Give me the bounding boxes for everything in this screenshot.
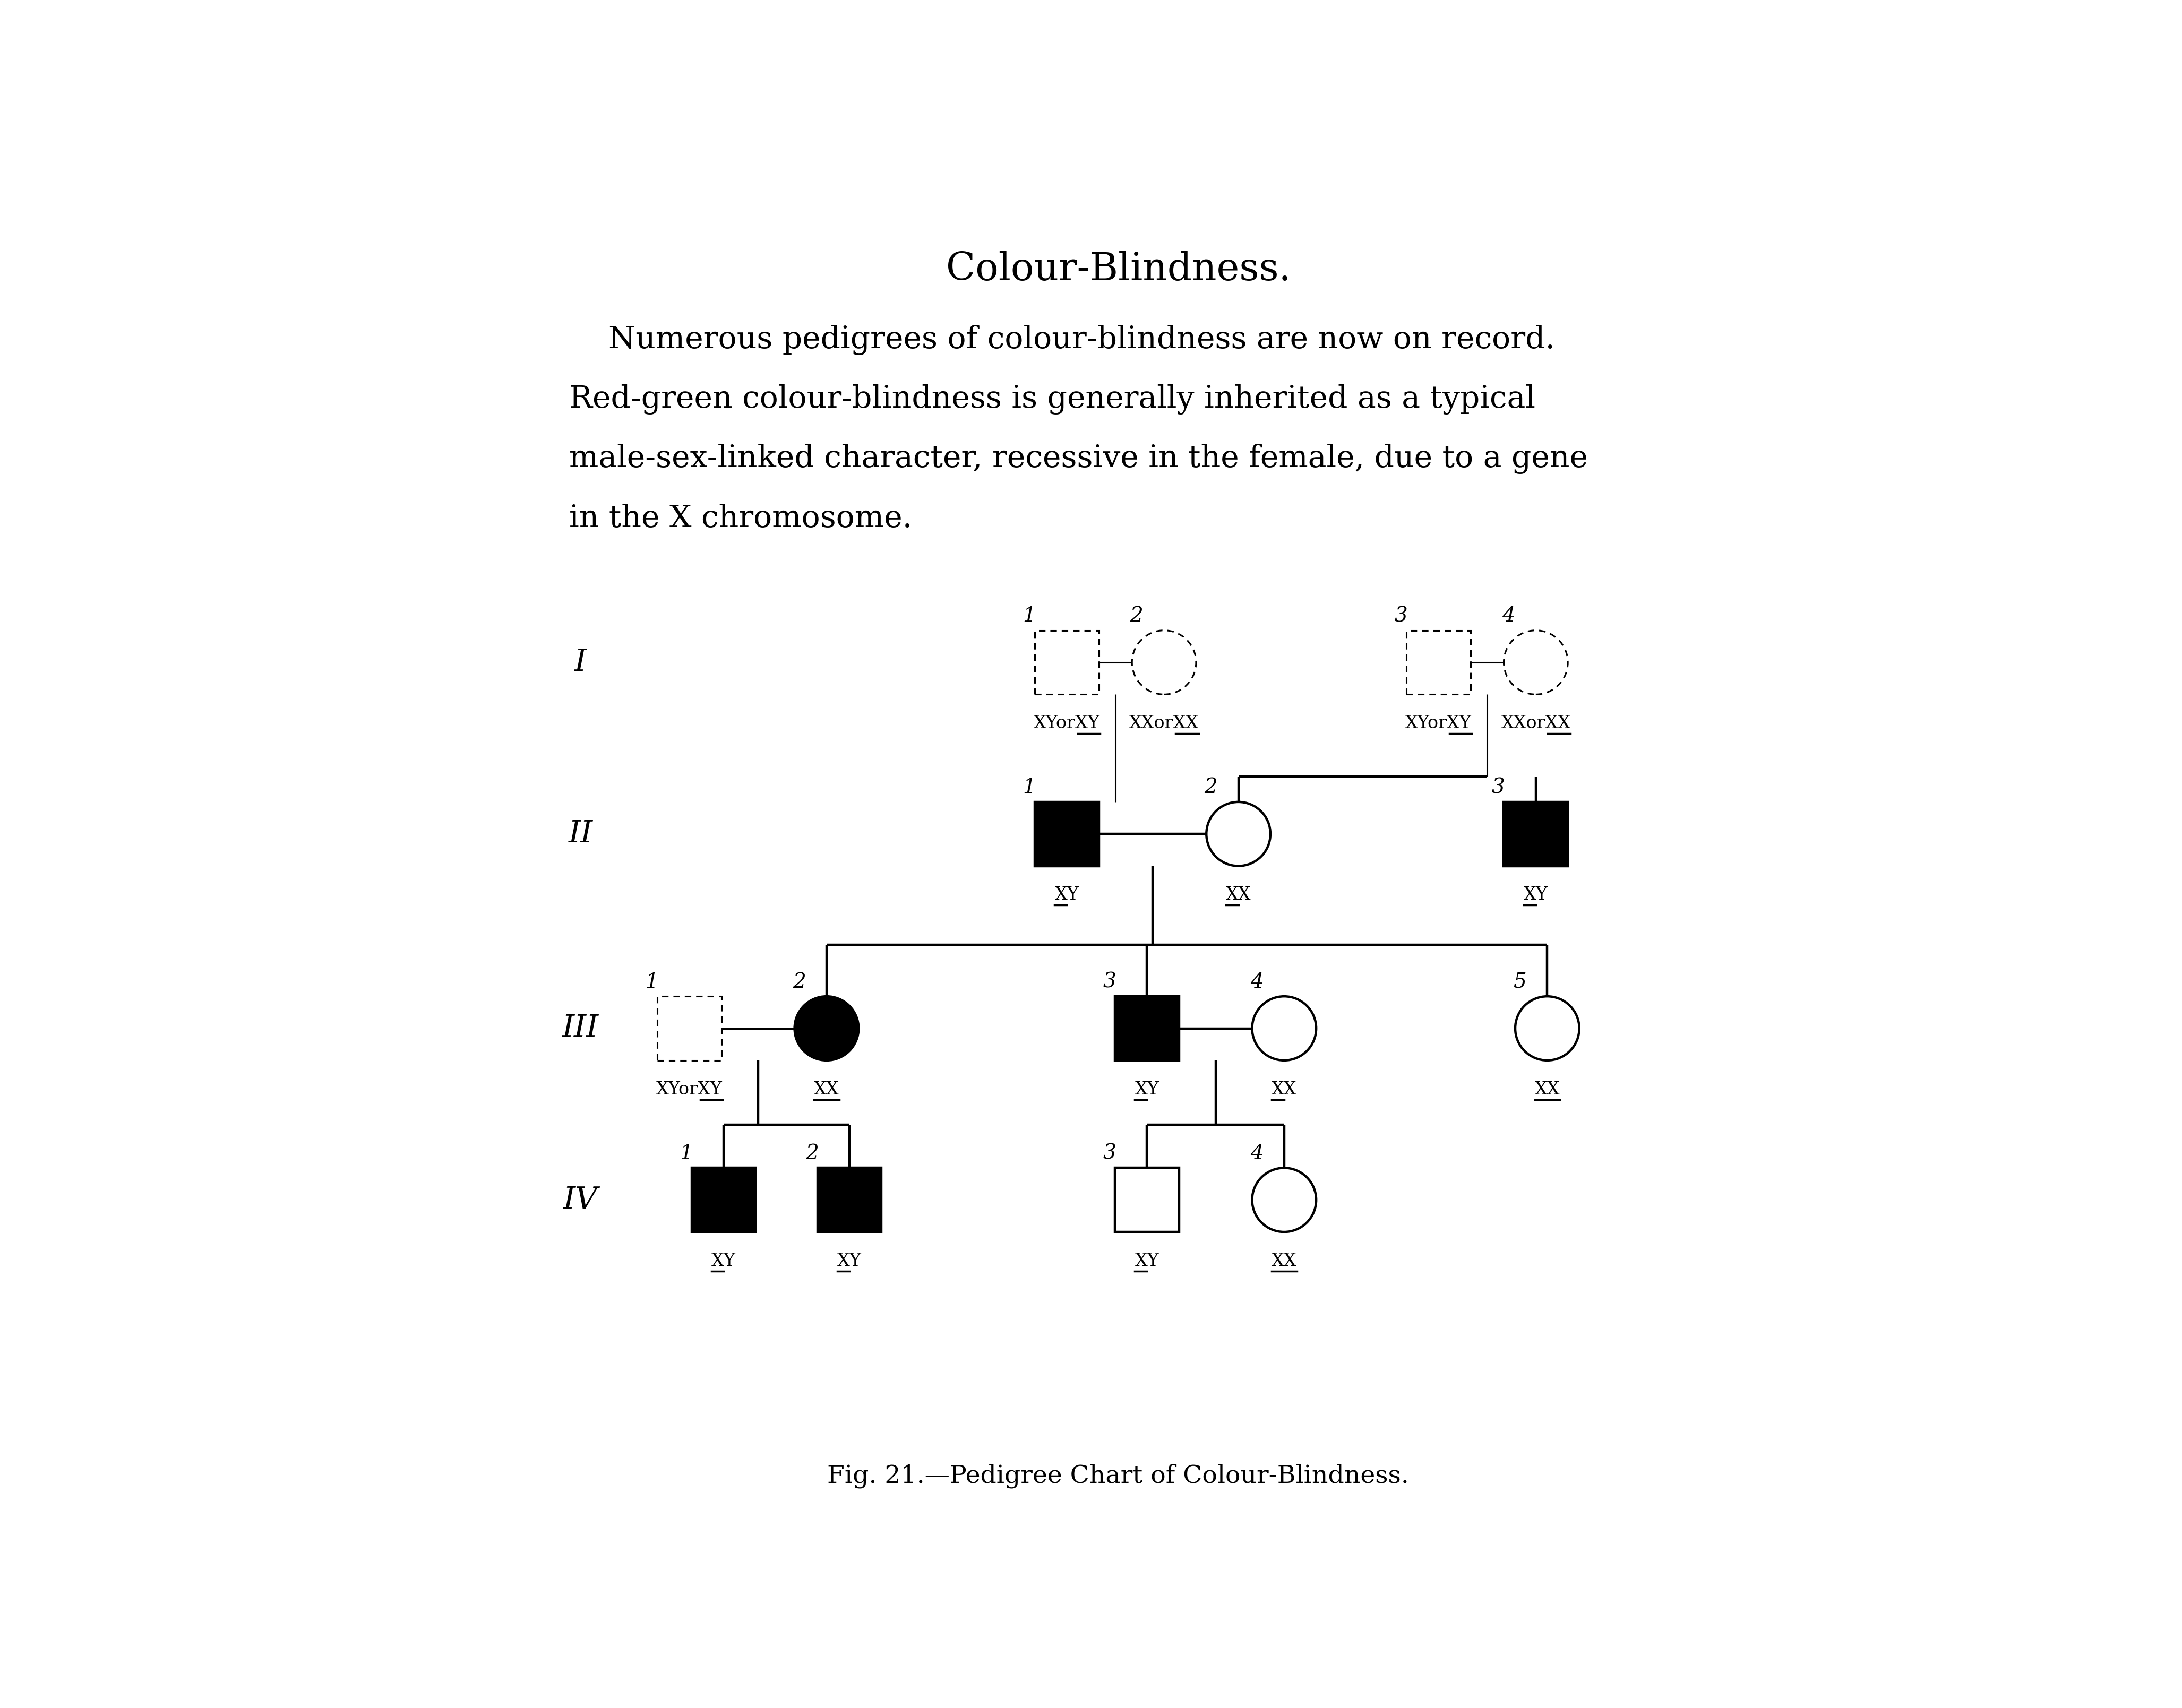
- Text: 3: 3: [1102, 972, 1115, 992]
- Circle shape: [1514, 996, 1580, 1061]
- Text: II: II: [570, 818, 594, 849]
- Bar: [1503, 803, 1569, 866]
- Text: 4: 4: [1501, 606, 1514, 625]
- Text: XY: XY: [1135, 1081, 1159, 1098]
- Circle shape: [1207, 803, 1270, 866]
- Text: 4: 4: [1250, 972, 1263, 992]
- Text: XY: XY: [1135, 1252, 1159, 1269]
- Bar: [818, 1168, 882, 1231]
- Text: 2: 2: [805, 1144, 818, 1163]
- Text: in the X chromosome.: in the X chromosome.: [570, 504, 912, 533]
- Text: XX: XX: [814, 1081, 840, 1098]
- Text: I: I: [574, 647, 587, 678]
- Text: III: III: [563, 1013, 598, 1044]
- Text: Numerous pedigrees of colour-blindness are now on record.: Numerous pedigrees of colour-blindness a…: [570, 325, 1556, 355]
- Text: XXorXX: XXorXX: [1501, 716, 1571, 733]
- Bar: [1115, 1168, 1178, 1231]
- Text: Red-green colour-blindness is generally inherited as a typical: Red-green colour-blindness is generally …: [570, 384, 1536, 415]
- Text: XY: XY: [838, 1252, 862, 1269]
- Bar: [1034, 630, 1100, 695]
- Text: 3: 3: [1492, 777, 1506, 798]
- Text: 4: 4: [1250, 1144, 1263, 1163]
- Text: 3: 3: [1394, 606, 1407, 625]
- Text: XX: XX: [1534, 1081, 1560, 1098]
- Text: 1: 1: [646, 972, 659, 992]
- Text: XY: XY: [1054, 886, 1078, 904]
- Circle shape: [1252, 996, 1316, 1061]
- Text: 5: 5: [1514, 972, 1527, 992]
- Text: XX: XX: [1272, 1252, 1296, 1269]
- Text: XY: XY: [711, 1252, 735, 1269]
- Text: 2: 2: [1204, 777, 1218, 798]
- Text: 1: 1: [1023, 606, 1036, 625]
- Text: Fig. 21.—Pedigree Chart of Colour-Blindness.: Fig. 21.—Pedigree Chart of Colour-Blindn…: [827, 1464, 1410, 1488]
- Text: male-sex-linked character, recessive in the female, due to a gene: male-sex-linked character, recessive in …: [570, 444, 1588, 475]
- Text: 2: 2: [1130, 606, 1143, 625]
- Circle shape: [1252, 1168, 1316, 1231]
- Text: XXorXX: XXorXX: [1130, 716, 1198, 733]
- Text: 2: 2: [792, 972, 805, 992]
- Circle shape: [794, 996, 858, 1061]
- Circle shape: [1503, 630, 1569, 695]
- Circle shape: [1132, 630, 1196, 695]
- Text: XY: XY: [1523, 886, 1547, 904]
- Bar: [1034, 803, 1100, 866]
- Text: Colour-Blindness.: Colour-Blindness.: [945, 251, 1292, 289]
- Bar: [657, 996, 722, 1061]
- Text: 1: 1: [679, 1144, 692, 1163]
- Text: 1: 1: [1023, 777, 1036, 798]
- Text: IV: IV: [563, 1185, 598, 1214]
- Text: XX: XX: [1272, 1081, 1296, 1098]
- Bar: [1407, 630, 1471, 695]
- Bar: [1115, 996, 1178, 1061]
- Text: XX: XX: [1226, 886, 1250, 904]
- Text: XYorXY: XYorXY: [1034, 716, 1100, 733]
- Text: 3: 3: [1102, 1144, 1115, 1163]
- Text: XYorXY: XYorXY: [1405, 716, 1471, 733]
- Bar: [692, 1168, 755, 1231]
- Text: XYorXY: XYorXY: [657, 1081, 722, 1098]
